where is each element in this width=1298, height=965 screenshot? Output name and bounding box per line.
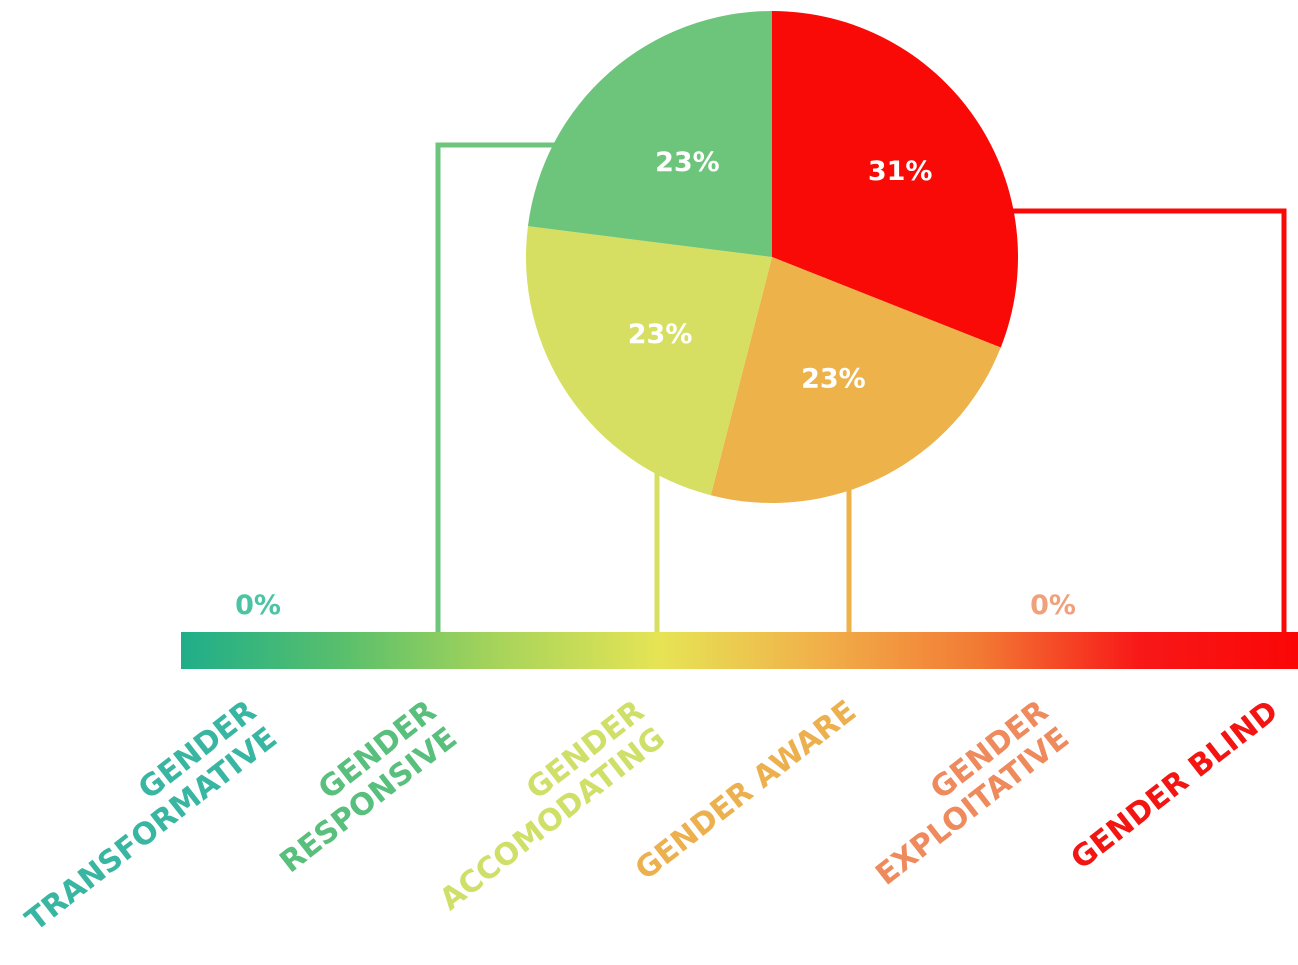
connector-gender-responsive — [435, 142, 555, 632]
zero-label-gender-transformative: 0% — [235, 590, 281, 621]
pie-label-gender-accomodating: 23% — [628, 319, 693, 350]
pie-label-gender-blind: 31% — [868, 156, 933, 187]
pie-slice-gender-blind — [772, 10, 1018, 348]
gradient-scale-bar — [181, 632, 1298, 669]
connector-gender-blind — [1012, 208, 1287, 632]
pie-slice-gender-responsive — [527, 11, 772, 257]
scale-label-gender-exploitative: GENDEREXPLOITATIVE — [848, 694, 1075, 893]
pie-label-gender-responsive: 23% — [655, 147, 720, 178]
scale-label-gender-accomodating: GENDERACCOMODATING — [412, 694, 671, 918]
pie-slice-gender-accomodating — [525, 226, 772, 496]
zero-label-gender-exploitative: 0% — [1030, 590, 1076, 621]
scale-label-gender-aware: GENDER AWARE — [629, 694, 863, 888]
scale-label-gender-responsive: GENDERRESPONSIVE — [253, 694, 464, 880]
pie-slice-gender-aware — [710, 257, 1001, 503]
pie-label-gender-aware: 23% — [801, 364, 866, 395]
scale-label-gender-blind: GENDER BLIND — [1065, 694, 1285, 877]
scale-label-gender-transformative: GENDERTRANSFORMATIVE — [0, 694, 284, 938]
